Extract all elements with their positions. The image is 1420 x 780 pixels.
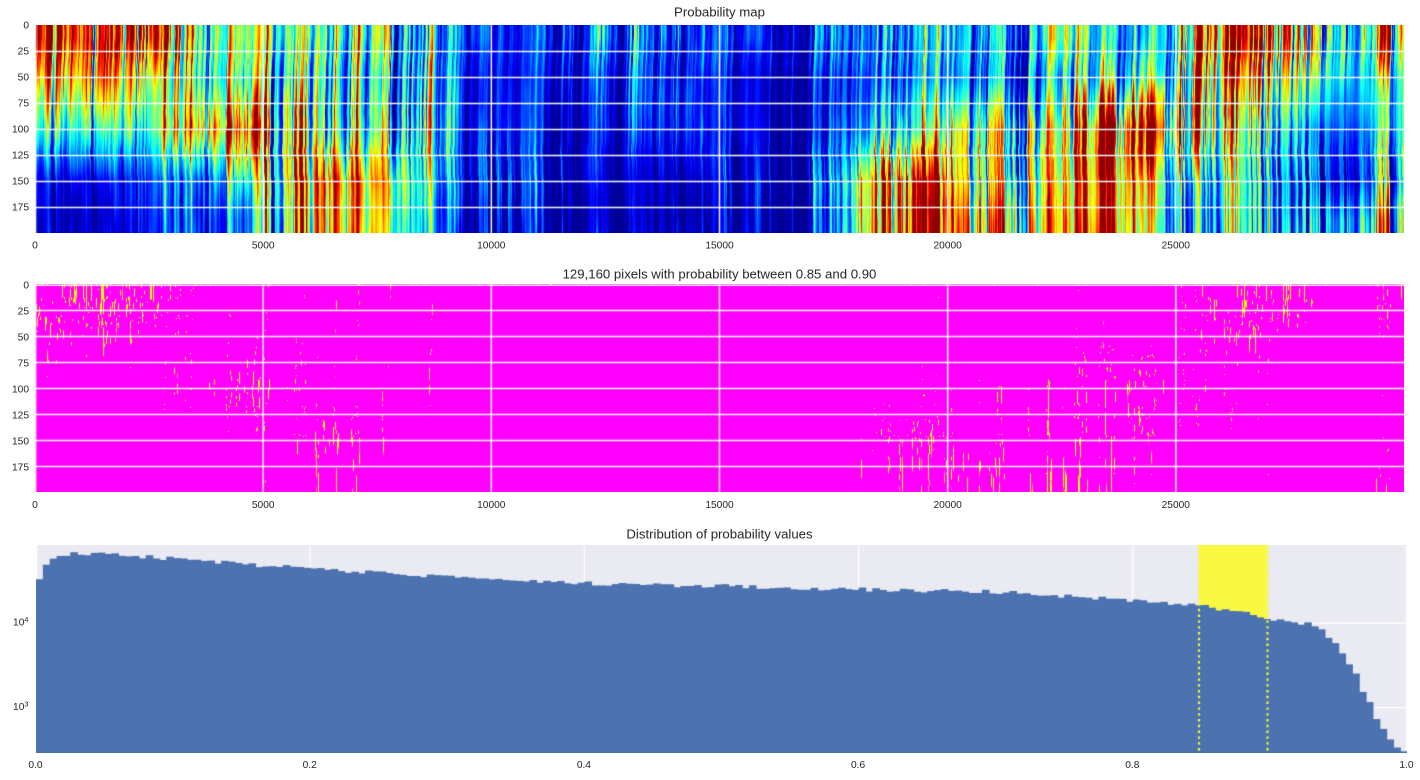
svg-text:1.0: 1.0: [1399, 760, 1413, 771]
svg-text:175: 175: [12, 462, 29, 473]
svg-text:15000: 15000: [705, 241, 734, 252]
svg-text:25000: 25000: [1162, 500, 1191, 511]
svg-text:0.0: 0.0: [28, 760, 42, 771]
svg-text:75: 75: [18, 99, 30, 110]
svg-text:5000: 5000: [252, 500, 275, 511]
svg-text:0.6: 0.6: [851, 760, 865, 771]
svg-text:129,160 pixels with probabilit: 129,160 pixels with probability between …: [563, 266, 877, 281]
svg-text:103: 103: [13, 699, 28, 713]
svg-text:100: 100: [12, 384, 29, 395]
svg-text:100: 100: [12, 125, 29, 136]
svg-text:15000: 15000: [705, 500, 734, 511]
svg-text:Distribution of probability va: Distribution of probability values: [626, 527, 813, 542]
svg-text:150: 150: [12, 436, 29, 447]
svg-text:104: 104: [13, 615, 28, 629]
svg-text:20000: 20000: [934, 241, 963, 252]
svg-text:25: 25: [18, 306, 30, 317]
svg-text:0.2: 0.2: [303, 760, 317, 771]
svg-text:0: 0: [32, 241, 38, 252]
svg-text:5000: 5000: [252, 241, 275, 252]
svg-text:20000: 20000: [934, 500, 963, 511]
svg-text:10000: 10000: [477, 241, 506, 252]
svg-text:10000: 10000: [477, 500, 506, 511]
svg-text:50: 50: [18, 332, 30, 343]
svg-text:Probability map: Probability map: [674, 5, 765, 20]
svg-text:0.4: 0.4: [577, 760, 591, 771]
svg-text:150: 150: [12, 177, 29, 188]
svg-text:0.8: 0.8: [1125, 760, 1139, 771]
svg-text:0: 0: [23, 280, 29, 291]
svg-text:175: 175: [12, 203, 29, 214]
svg-text:25000: 25000: [1162, 241, 1191, 252]
svg-text:75: 75: [18, 358, 30, 369]
svg-text:125: 125: [12, 410, 29, 421]
svg-text:125: 125: [12, 151, 29, 162]
svg-text:0: 0: [23, 21, 29, 32]
svg-text:50: 50: [18, 73, 30, 84]
svg-text:25: 25: [18, 47, 30, 58]
svg-text:0: 0: [32, 500, 38, 511]
